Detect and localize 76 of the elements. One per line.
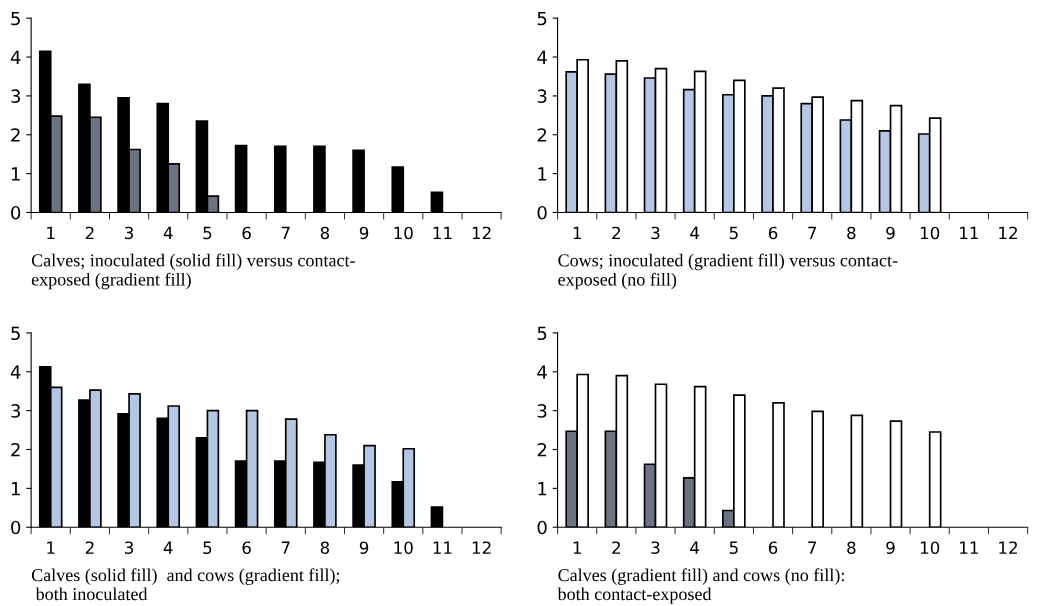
y-tick-label: 1 xyxy=(538,167,547,181)
x-tick-label: 11 xyxy=(960,226,978,240)
x-tick-label: 7 xyxy=(281,226,290,240)
x-tick-label: 3 xyxy=(125,541,134,555)
x-tick-label: 1 xyxy=(47,226,55,240)
x-tick-label: 12 xyxy=(472,541,491,554)
x-tick-label: 12 xyxy=(999,541,1017,554)
x-tick-label: 3 xyxy=(651,226,660,240)
x-tick-label: 2 xyxy=(85,541,94,554)
x-tick-label: 10 xyxy=(394,541,413,555)
y-tick-label: 3 xyxy=(537,89,547,104)
x-axis-title: Cows; inoculated (gradient fill) versus contact- exposed (no fill) xyxy=(558,253,898,290)
x-tick-label: 6 xyxy=(242,541,251,555)
x-tick-label: 2 xyxy=(85,226,94,240)
x-tick-label: 7 xyxy=(281,541,290,554)
y-tick-label: 5 xyxy=(537,11,547,26)
x-tick-label: 7 xyxy=(808,541,817,554)
y-tick-label: 4 xyxy=(537,50,547,64)
y-tick-label: 2 xyxy=(537,128,547,142)
x-tick-label: 11 xyxy=(433,541,452,554)
y-tick-label: 0 xyxy=(11,205,21,220)
x-tick-label: 11 xyxy=(433,226,452,240)
y-tick-label: 1 xyxy=(538,482,547,496)
x-axis-title: Calves; inoculated (solid fill) versus contact- exposed (gradient fill) xyxy=(31,253,355,290)
y-tick-label: 2 xyxy=(537,442,547,457)
y-tick-label: 5 xyxy=(537,326,547,341)
y-tick-label: 3 xyxy=(11,89,20,104)
x-tick-label: 6 xyxy=(768,541,778,555)
x-axis-title: Calves (solid fill) and cows (gradient fill); both inoculated xyxy=(31,568,340,601)
x-tick-label: 4 xyxy=(163,226,173,240)
y-tick-label: 2 xyxy=(11,128,20,142)
x-tick-label: 9 xyxy=(886,226,895,240)
x-tick-label: 8 xyxy=(320,226,330,240)
y-tick-label: 4 xyxy=(10,365,21,379)
x-tick-label: 5 xyxy=(203,226,212,240)
x-tick-label: 9 xyxy=(359,541,369,555)
x-tick-label: 10 xyxy=(920,541,940,555)
x-tick-label: 10 xyxy=(920,226,940,240)
x-tick-label: 4 xyxy=(163,541,173,554)
x-tick-label: 2 xyxy=(612,541,620,554)
x-tick-label: 6 xyxy=(242,226,251,240)
x-tick-label: 2 xyxy=(612,226,620,240)
x-tick-label: 5 xyxy=(729,226,738,240)
y-tick-label: 3 xyxy=(11,404,20,418)
x-tick-label: 8 xyxy=(847,226,856,240)
x-tick-label: 5 xyxy=(203,541,212,555)
y-tick-label: 5 xyxy=(11,326,20,341)
x-tick-label: 3 xyxy=(125,226,134,240)
x-tick-label: 8 xyxy=(320,541,330,555)
x-tick-label: 3 xyxy=(651,541,660,555)
x-tick-label: 6 xyxy=(768,226,778,240)
y-tick-label: 4 xyxy=(10,50,21,64)
x-tick-label: 7 xyxy=(808,226,817,240)
x-tick-label: 4 xyxy=(690,541,700,554)
x-tick-label: 5 xyxy=(729,541,738,555)
x-tick-label: 4 xyxy=(690,226,700,240)
y-tick-label: 1 xyxy=(11,482,20,496)
y-tick-label: 0 xyxy=(11,520,21,535)
x-tick-label: 12 xyxy=(999,226,1017,240)
x-tick-label: 1 xyxy=(573,541,581,554)
x-tick-label: 12 xyxy=(472,226,491,240)
x-tick-label: 1 xyxy=(573,226,581,240)
y-tick-label: 0 xyxy=(537,205,547,220)
y-tick-label: 0 xyxy=(537,520,547,535)
y-tick-label: 4 xyxy=(537,365,547,379)
y-tick-label: 1 xyxy=(11,167,20,181)
y-tick-label: 3 xyxy=(537,404,547,418)
y-tick-label: 2 xyxy=(11,442,20,457)
x-tick-label: 10 xyxy=(394,226,413,240)
x-tick-label: 8 xyxy=(847,541,856,555)
y-tick-label: 5 xyxy=(11,11,20,26)
x-tick-label: 1 xyxy=(47,541,55,554)
x-tick-label: 9 xyxy=(359,226,369,240)
x-axis-title: Calves (gradient fill) and cows (no fill): both contact-exposed xyxy=(557,568,844,604)
x-tick-label: 9 xyxy=(886,541,895,555)
x-tick-label: 11 xyxy=(960,541,978,554)
